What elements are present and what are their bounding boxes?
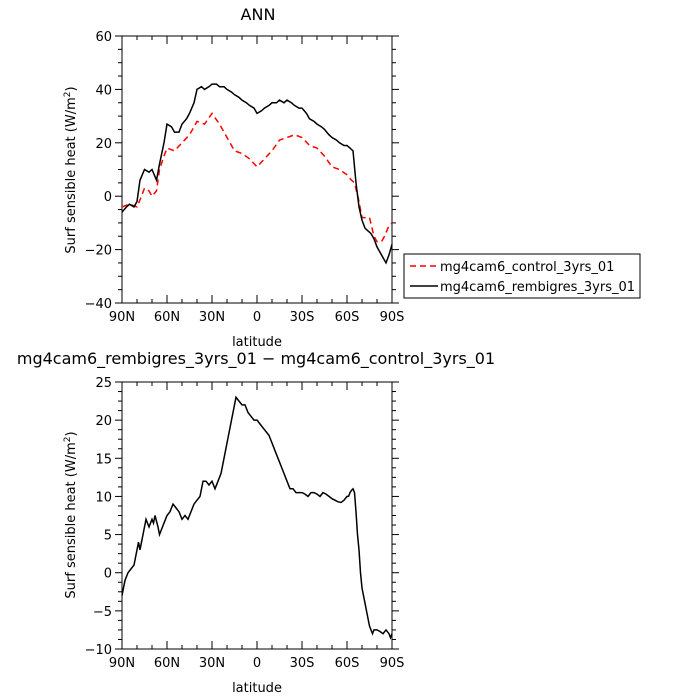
series-line-mg4cam6_rembigres_3yrs_01 bbox=[121, 83, 393, 265]
y-tick-label: 20 bbox=[95, 137, 112, 152]
x-tick-label: 30N bbox=[199, 656, 225, 671]
y-tick-label: 20 bbox=[95, 414, 112, 429]
chart-top: ANN 90N 60N 30N 0 30S 60S 90S −40 −20 0 20 40 60 lat… bbox=[63, 5, 404, 350]
y-tick-label: 60 bbox=[95, 30, 112, 45]
x-tick-label: 60N bbox=[154, 310, 180, 325]
chart-top-plot-frame bbox=[121, 35, 393, 304]
chart-bottom-ylabel: Surf sensible heat (W/m2) bbox=[63, 431, 79, 598]
x-tick-label: 90N bbox=[109, 656, 135, 671]
series-line-series-0 bbox=[121, 395, 393, 640]
x-tick-label: 90N bbox=[109, 310, 135, 325]
chart-bottom-title: mg4cam6_rembigres_3yrs_01 − mg4cam6_cont… bbox=[17, 349, 495, 369]
x-tick-label: 30S bbox=[290, 310, 315, 325]
x-tick-label: 60S bbox=[335, 310, 360, 325]
x-tick-label: 0 bbox=[253, 310, 261, 325]
chart-bottom: mg4cam6_rembigres_3yrs_01 − mg4cam6_cont… bbox=[17, 349, 495, 696]
chart-top-xlabel: latitude bbox=[232, 335, 282, 350]
x-tick-label: 90S bbox=[380, 656, 405, 671]
y-tick-label: 15 bbox=[95, 452, 112, 467]
y-tick-label: −40 bbox=[85, 297, 112, 312]
y-tick-label: 40 bbox=[95, 83, 112, 98]
y-tick-label: −20 bbox=[85, 244, 112, 259]
legend-label-rembigres: mg4cam6_rembigres_3yrs_01 bbox=[440, 280, 635, 295]
series-line-mg4cam6_control_3yrs_01 bbox=[121, 112, 393, 243]
y-tick-label: 10 bbox=[95, 490, 112, 505]
y-tick-label: 0 bbox=[104, 190, 112, 205]
y-tick-label: 0 bbox=[104, 567, 112, 582]
chart-top-legend: mg4cam6_control_3yrs_01 mg4cam6_rembigre… bbox=[403, 253, 641, 299]
chart-top-ylabel: Surf sensible heat (W/m2) bbox=[63, 86, 79, 253]
x-tick-label: 60S bbox=[335, 656, 360, 671]
x-tick-label: 60N bbox=[154, 656, 180, 671]
legend-box bbox=[403, 253, 641, 299]
x-tick-label: 0 bbox=[253, 656, 261, 671]
chart-bottom-xlabel: latitude bbox=[232, 681, 282, 696]
x-tick-label: 90S bbox=[380, 310, 405, 325]
x-tick-label: 30S bbox=[290, 656, 315, 671]
y-tick-label: −10 bbox=[85, 643, 112, 658]
chart-bottom-plot-frame bbox=[121, 381, 393, 650]
y-tick-label: 25 bbox=[95, 376, 112, 391]
x-tick-label: 30N bbox=[199, 310, 225, 325]
legend-label-control: mg4cam6_control_3yrs_01 bbox=[440, 260, 614, 275]
y-tick-label: −5 bbox=[93, 605, 112, 620]
y-tick-label: 5 bbox=[104, 529, 112, 544]
chart-top-title: ANN bbox=[241, 5, 276, 24]
